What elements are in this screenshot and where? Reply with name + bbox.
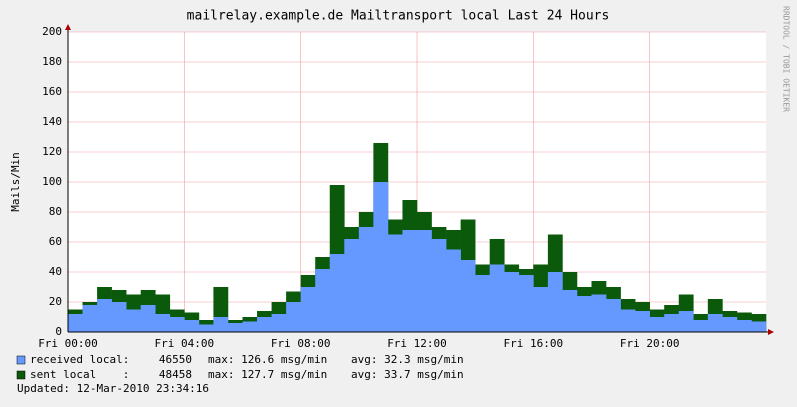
step-bar bbox=[227, 323, 243, 332]
step-bar bbox=[693, 320, 709, 332]
y-tick-label: 100 bbox=[42, 175, 62, 188]
x-tick-label: Fri 08:00 bbox=[271, 337, 331, 350]
step-bar bbox=[620, 309, 636, 332]
legend-max: max: 127.7 msg/min bbox=[208, 368, 327, 381]
step-bar bbox=[547, 272, 563, 332]
step-bar bbox=[300, 287, 316, 332]
step-bar bbox=[664, 314, 680, 332]
step-bar bbox=[562, 290, 578, 332]
step-bar bbox=[533, 287, 549, 332]
step-bar bbox=[504, 272, 520, 332]
step-bar bbox=[518, 275, 534, 332]
step-bar bbox=[417, 230, 432, 332]
y-axis-arrow bbox=[65, 24, 71, 30]
step-bar bbox=[169, 317, 185, 332]
y-tick-label: 60 bbox=[49, 235, 62, 248]
legend-avg: avg: 32.3 msg/min bbox=[351, 353, 464, 366]
legend-max: max: 126.6 msg/min bbox=[208, 353, 327, 366]
y-tick-label: 80 bbox=[49, 205, 62, 218]
y-axis-label: Mails/Min bbox=[9, 152, 22, 212]
x-tick-label: Fri 00:00 bbox=[38, 337, 98, 350]
step-bar bbox=[358, 227, 374, 332]
y-tick-label: 140 bbox=[42, 115, 62, 128]
step-bar bbox=[722, 317, 738, 332]
step-bar bbox=[315, 269, 331, 332]
step-bar bbox=[198, 324, 214, 332]
step-bar bbox=[475, 275, 491, 332]
step-bar bbox=[635, 311, 650, 332]
chart-title: mailrelay.example.de Mailtransport local… bbox=[187, 9, 610, 24]
step-bar bbox=[591, 294, 607, 332]
step-bar bbox=[489, 264, 505, 332]
x-tick-label: Fri 04:00 bbox=[155, 337, 215, 350]
y-tick-label: 40 bbox=[49, 265, 62, 278]
step-bar bbox=[242, 321, 258, 332]
step-bar bbox=[140, 305, 156, 332]
step-bar bbox=[213, 317, 229, 332]
step-bar bbox=[606, 299, 621, 332]
step-bar bbox=[576, 296, 592, 332]
y-tick-label: 180 bbox=[42, 55, 62, 68]
step-bar bbox=[286, 302, 301, 332]
x-axis-arrow bbox=[768, 329, 774, 335]
step-bar bbox=[446, 249, 461, 332]
y-tick-label: 0 bbox=[55, 325, 62, 338]
step-bar bbox=[751, 321, 767, 332]
step-bar bbox=[97, 299, 112, 332]
x-tick-label: Fri 12:00 bbox=[387, 337, 447, 350]
legend-swatch bbox=[16, 370, 26, 380]
step-bar bbox=[271, 314, 287, 332]
step-bar bbox=[111, 302, 127, 332]
watermark: RRDTOOL / TOBI OETIKER bbox=[782, 6, 791, 112]
legend-swatch bbox=[16, 355, 26, 365]
step-bar bbox=[329, 254, 345, 332]
x-tick-label: Fri 20:00 bbox=[620, 337, 680, 350]
y-tick-label: 160 bbox=[42, 85, 62, 98]
step-bar bbox=[431, 239, 447, 332]
step-bar bbox=[257, 317, 272, 332]
step-bar bbox=[373, 182, 389, 332]
step-bar bbox=[707, 314, 723, 332]
step-bar bbox=[678, 311, 694, 332]
legend-total: 48458 bbox=[159, 368, 192, 381]
step-bar bbox=[649, 317, 665, 332]
legend-total: 46550 bbox=[159, 353, 192, 366]
y-tick-label: 200 bbox=[42, 25, 62, 38]
step-bar bbox=[68, 314, 83, 332]
x-tick-label: Fri 16:00 bbox=[504, 337, 564, 350]
updated-text: Updated: 12-Mar-2010 23:34:16 bbox=[17, 382, 209, 395]
y-tick-label: 20 bbox=[49, 295, 62, 308]
legend-avg: avg: 33.7 msg/min bbox=[351, 368, 464, 381]
step-bar bbox=[460, 260, 476, 332]
step-bar bbox=[402, 230, 418, 332]
step-bar bbox=[126, 309, 142, 332]
legend-label: received local: bbox=[30, 353, 129, 366]
step-bar bbox=[184, 320, 200, 332]
step-bar bbox=[387, 234, 403, 332]
step-bar bbox=[736, 320, 752, 332]
step-bar bbox=[82, 305, 98, 332]
legend-label: sent local : bbox=[30, 368, 129, 381]
step-bar bbox=[344, 239, 360, 332]
y-tick-label: 120 bbox=[42, 145, 62, 158]
step-bar bbox=[155, 314, 171, 332]
